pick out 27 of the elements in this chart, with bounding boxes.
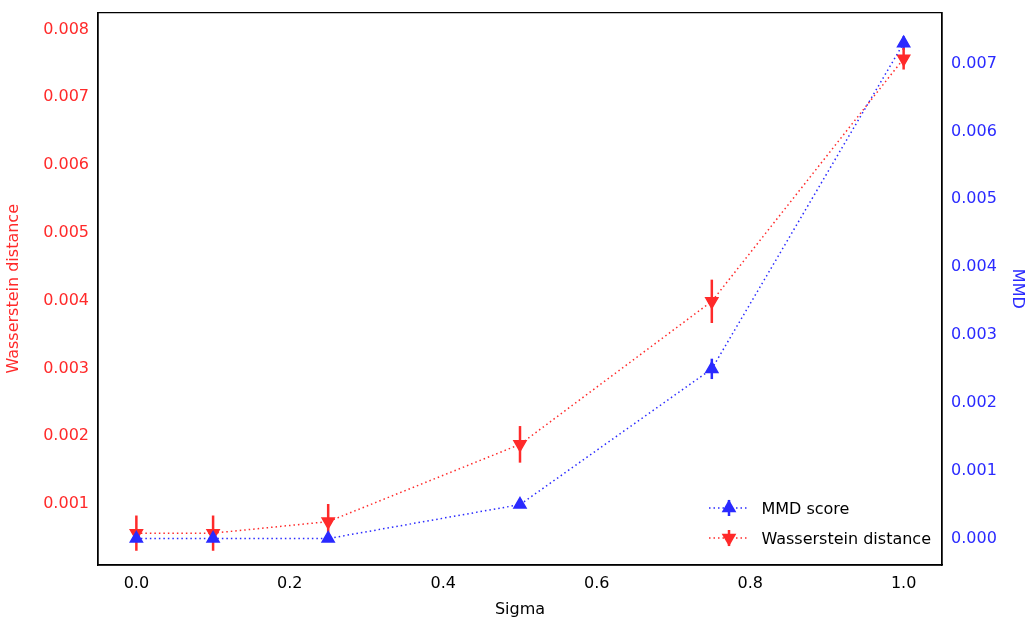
y2-axis-title: MMD [1009,268,1029,309]
legend-label: MMD score [761,498,850,518]
y2-tick-label: 0.002 [951,391,997,411]
y2-tick-label: 0.001 [951,459,997,479]
y2-tick-label: 0.003 [951,324,997,344]
y2-tick-label: 0.007 [951,52,997,72]
y-tick-label: 0.005 [43,222,89,242]
y-tick-label: 0.007 [43,86,89,106]
x-tick-label: 0.6 [584,572,610,592]
x-tick-label: 0.0 [123,572,150,592]
y-tick-label: 0.001 [43,493,89,513]
y-tick-label: 0.008 [43,18,89,38]
x-tick-label: 1.0 [890,572,917,592]
y2-tick-label: 0.004 [951,256,997,276]
legend-label: Wasserstein distance [761,528,931,548]
x-tick-label: 0.4 [430,572,456,592]
y-tick-label: 0.004 [43,289,89,309]
x-tick-label: 0.2 [277,572,303,592]
y-tick-label: 0.003 [43,357,89,377]
y2-tick-label: 0.006 [951,120,997,140]
y2-tick-label: 0.005 [951,188,997,208]
y-tick-label: 0.006 [43,154,89,174]
x-tick-label: 0.8 [737,572,763,592]
x-axis-title: Sigma [494,598,546,618]
y-axis-title: Wasserstein distance [2,203,22,374]
y2-tick-label: 0.000 [951,527,997,547]
y-tick-label: 0.002 [43,425,89,445]
